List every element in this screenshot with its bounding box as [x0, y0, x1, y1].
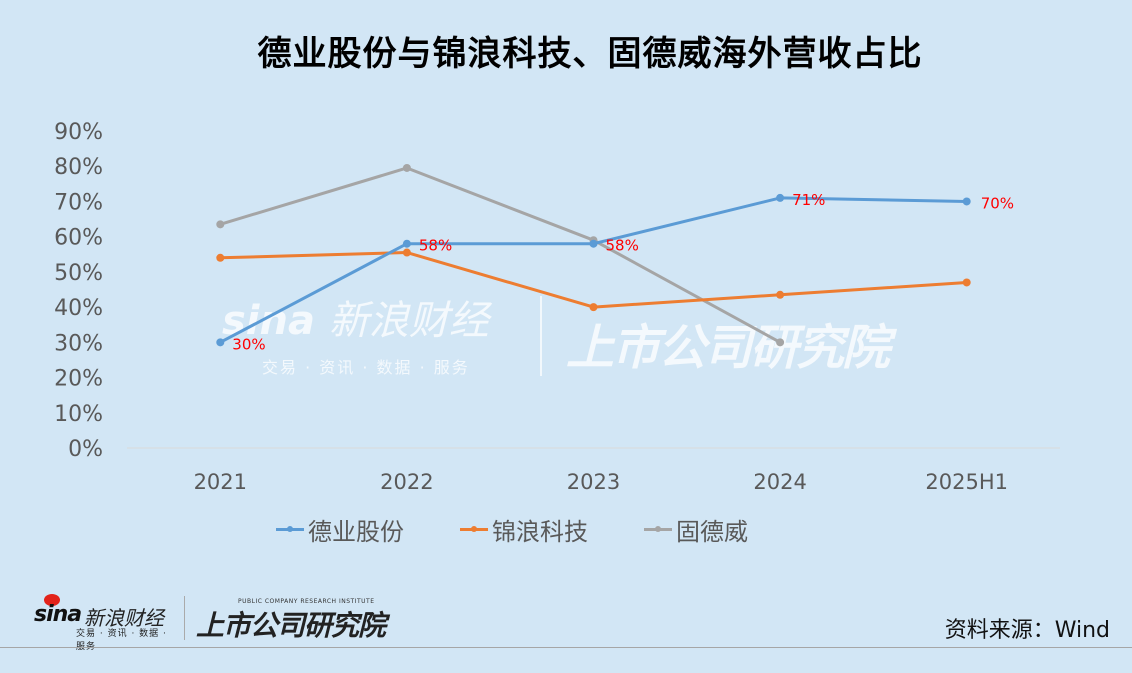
data-point-marker	[216, 220, 225, 229]
legend-item-goodwe: 固德威	[644, 512, 748, 547]
data-point-marker	[962, 278, 971, 287]
chart-title: 德业股份与锦浪科技、固德威海外营收占比	[257, 34, 923, 74]
y-tick-label: 20%	[54, 367, 103, 392]
x-tick-label: 2025H1	[925, 470, 1008, 494]
logo-divider	[184, 596, 185, 640]
y-tick-label: 80%	[54, 155, 103, 180]
data-point-marker	[776, 290, 785, 299]
x-tick-label: 2024	[753, 470, 806, 494]
y-tick-label: 70%	[54, 190, 103, 215]
data-label: 71%	[792, 191, 825, 209]
legend-line-icon	[644, 526, 672, 532]
legend-item-ginlong: 锦浪科技	[460, 512, 588, 547]
legend-line-icon	[460, 526, 488, 532]
data-point-marker	[402, 248, 411, 257]
data-point-marker	[402, 239, 411, 248]
y-tick-label: 60%	[54, 226, 103, 251]
data-label: 58%	[606, 237, 639, 255]
data-source: 资料来源：Wind	[944, 618, 1110, 643]
data-label: 30%	[232, 335, 265, 353]
legend-item-deye: 德业股份	[276, 512, 404, 547]
sina-finance-logo: sina 新浪财经 交易 · 资讯 · 数据 · 服务	[34, 594, 174, 652]
y-tick-label: 50%	[54, 261, 103, 286]
y-tick-label: 40%	[54, 296, 103, 321]
y-tick-label: 10%	[54, 402, 103, 427]
sina-wordmark: sina	[34, 602, 82, 627]
data-point-marker	[589, 239, 598, 248]
data-point-marker	[216, 338, 225, 347]
y-tick-label: 0%	[68, 437, 103, 462]
data-point-marker	[402, 163, 411, 172]
series-line	[220, 251, 967, 309]
data-label: 58%	[419, 237, 452, 255]
series-line	[219, 196, 967, 344]
x-tick-label: 2022	[380, 470, 433, 494]
x-tick-label: 2023	[567, 470, 620, 494]
legend: 德业股份 锦浪科技 固德威	[276, 512, 748, 547]
sina-tagline: 交易 · 资讯 · 数据 · 服务	[76, 629, 167, 652]
sina-eye-icon	[44, 594, 60, 606]
data-point-marker	[776, 338, 785, 347]
institute-en-name: PUBLIC COMPANY RESEARCH INSTITUTE	[238, 598, 375, 605]
footer-divider	[0, 647, 1132, 648]
x-tick-label: 2021	[194, 470, 247, 494]
data-point-marker	[962, 197, 971, 206]
legend-label: 锦浪科技	[492, 518, 588, 546]
data-point-marker	[589, 303, 598, 312]
y-tick-label: 30%	[54, 331, 103, 356]
data-label: 70%	[981, 194, 1014, 212]
legend-label: 固德威	[676, 518, 748, 546]
legend-line-icon	[276, 526, 304, 532]
sina-cn-name: 新浪财经	[84, 606, 164, 630]
y-tick-label: 90%	[54, 120, 103, 145]
institute-cn-name: 上市公司研究院	[196, 609, 386, 642]
data-point-marker	[216, 253, 225, 262]
series-line	[219, 166, 781, 344]
legend-label: 德业股份	[308, 518, 404, 546]
data-point-marker	[776, 193, 785, 202]
